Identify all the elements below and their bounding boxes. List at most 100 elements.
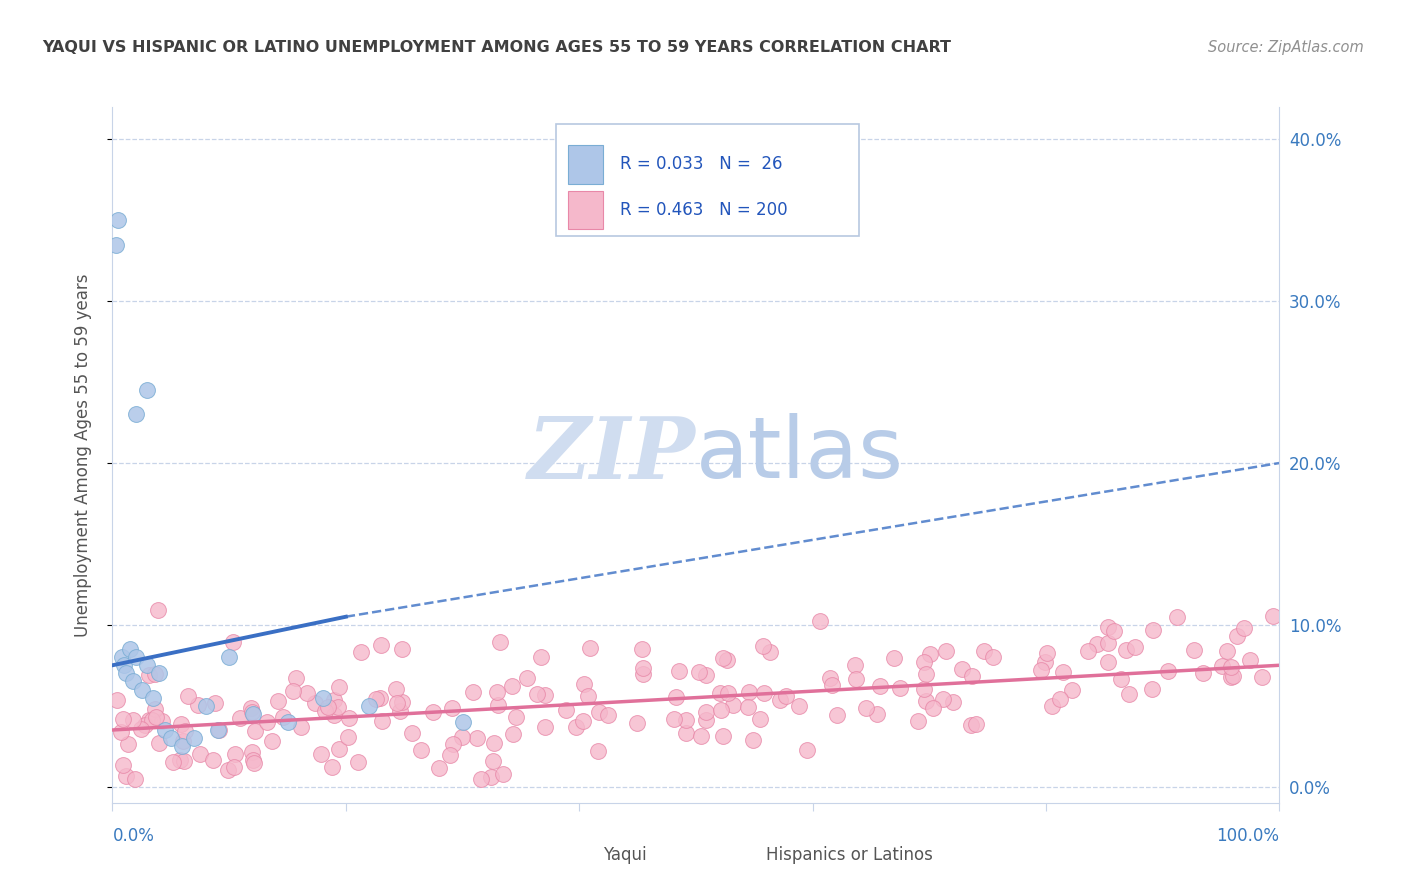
Point: [208, 723, 231, 738]
Point: [1115, 643, 1137, 657]
Point: [439, 747, 461, 762]
Point: [321, 760, 343, 774]
Point: [973, 644, 995, 658]
Text: R = 0.033   N =  26: R = 0.033 N = 26: [620, 155, 783, 173]
Point: [346, 755, 368, 769]
Point: [115, 769, 138, 783]
Point: [207, 723, 229, 737]
Point: [173, 734, 195, 748]
Point: [441, 738, 464, 752]
Point: [187, 698, 209, 713]
Point: [136, 383, 159, 397]
Point: [138, 713, 160, 727]
Point: [844, 657, 866, 672]
Point: [143, 701, 166, 715]
Point: [148, 666, 170, 681]
Point: [1211, 659, 1233, 673]
Point: [484, 736, 506, 750]
Point: [173, 754, 195, 768]
Point: [364, 692, 387, 706]
Point: [526, 687, 548, 701]
Point: [665, 690, 688, 704]
Point: [688, 665, 710, 680]
Point: [129, 722, 152, 736]
Point: [479, 770, 502, 784]
Point: [118, 642, 141, 657]
Point: [796, 743, 818, 757]
Point: [177, 689, 200, 703]
Point: [243, 756, 266, 770]
Point: [222, 759, 245, 773]
Point: [675, 726, 697, 740]
Point: [256, 715, 278, 730]
Point: [960, 669, 983, 683]
Point: [965, 716, 987, 731]
Point: [273, 710, 295, 724]
Point: [229, 711, 252, 725]
Point: [224, 747, 246, 761]
Point: [240, 744, 263, 758]
Point: [485, 685, 508, 699]
Point: [391, 695, 413, 709]
Text: YAQUI VS HISPANIC OR LATINO UNEMPLOYMENT AMONG AGES 55 TO 59 YEARS CORRELATION C: YAQUI VS HISPANIC OR LATINO UNEMPLOYMENT…: [42, 40, 952, 55]
Text: Source: ZipAtlas.com: Source: ZipAtlas.com: [1208, 40, 1364, 55]
Point: [907, 714, 929, 729]
Point: [262, 734, 284, 748]
Point: [1060, 682, 1083, 697]
Point: [267, 694, 290, 708]
Point: [631, 661, 654, 675]
Point: [202, 753, 225, 767]
Point: [883, 651, 905, 665]
Point: [323, 692, 346, 706]
FancyBboxPatch shape: [555, 124, 859, 235]
Point: [492, 767, 515, 781]
Point: [596, 707, 619, 722]
Point: [295, 686, 318, 700]
Point: [709, 686, 731, 700]
Point: [131, 682, 153, 697]
Point: [465, 731, 488, 745]
Point: [160, 731, 183, 745]
Point: [110, 725, 132, 739]
Point: [401, 726, 423, 740]
Point: [505, 710, 527, 724]
Point: [516, 672, 538, 686]
FancyBboxPatch shape: [568, 191, 603, 229]
Point: [775, 690, 797, 704]
Point: [314, 704, 336, 718]
Point: [115, 666, 138, 681]
Point: [855, 700, 877, 714]
Point: [935, 644, 957, 658]
Point: [221, 634, 243, 648]
Point: [695, 667, 717, 681]
Point: [1142, 624, 1164, 638]
Point: [125, 408, 148, 422]
Point: [316, 699, 339, 714]
Point: [579, 640, 602, 655]
Point: [124, 772, 146, 786]
Point: [716, 653, 738, 667]
Point: [489, 635, 512, 649]
Point: [749, 712, 772, 726]
Point: [914, 666, 936, 681]
Point: [122, 674, 145, 689]
Point: [311, 690, 333, 705]
Point: [586, 744, 609, 758]
Point: [981, 649, 1004, 664]
Point: [239, 701, 262, 715]
Point: [1097, 636, 1119, 650]
Point: [105, 693, 128, 707]
Point: [337, 711, 360, 725]
Point: [630, 641, 652, 656]
Point: [283, 684, 305, 698]
Point: [662, 712, 685, 726]
Point: [1233, 621, 1256, 635]
Point: [183, 731, 205, 745]
Point: [821, 678, 844, 692]
Point: [112, 712, 135, 726]
Point: [153, 723, 176, 737]
Point: [117, 737, 139, 751]
Point: [143, 666, 166, 681]
Point: [388, 704, 411, 718]
Point: [922, 701, 945, 715]
